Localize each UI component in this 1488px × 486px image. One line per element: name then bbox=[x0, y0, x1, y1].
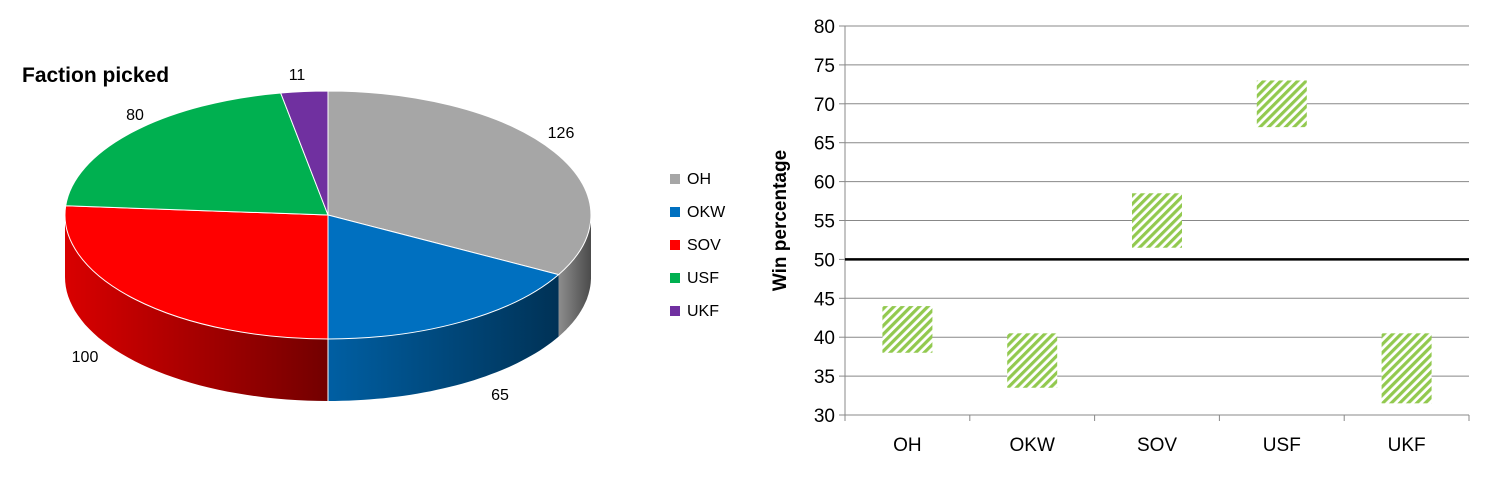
legend-swatch-okw bbox=[670, 207, 680, 217]
legend-label-ukf: UKF bbox=[687, 303, 719, 320]
y-tick-labels: 30 35 40 45 50 55 60 65 70 75 80 bbox=[814, 17, 835, 427]
pie-side-sov bbox=[65, 215, 328, 401]
pie-top-layer bbox=[64, 90, 592, 340]
y-tick-label: 35 bbox=[814, 367, 835, 388]
pie-depth-layer bbox=[65, 215, 591, 401]
y-tick-label: 60 bbox=[814, 173, 835, 194]
pie-chart-panel: Faction picked 126 65 100 80 11 OH OKW SOV USF U… bbox=[0, 0, 730, 481]
x-tick-labels: OH OKW SOV USF UKF bbox=[893, 435, 1425, 456]
legend-swatch-ukf bbox=[670, 306, 680, 316]
legend-swatch-oh bbox=[670, 174, 680, 184]
win-range-bar-sov bbox=[1132, 193, 1182, 248]
legend-label-oh: OH bbox=[687, 171, 711, 188]
pie-slice-ukf bbox=[279, 90, 329, 216]
win-percentage-chart-panel: 30 35 40 45 50 55 60 65 70 75 80 OH OKW SOV USF UKF Wi… bbox=[740, 0, 1488, 481]
x-tick-label-usf: USF bbox=[1263, 435, 1301, 456]
y-tick-label: 80 bbox=[814, 17, 835, 38]
y-tick-label: 55 bbox=[814, 212, 835, 233]
win-range-bar-oh bbox=[882, 306, 933, 353]
pie-title: Faction picked bbox=[22, 64, 169, 87]
legend-swatch-usf bbox=[670, 273, 680, 283]
y-tick-label: 50 bbox=[814, 250, 835, 271]
pie-chart: Faction picked 126 65 100 80 11 OH OKW SOV USF U… bbox=[22, 64, 726, 404]
pie-label-usf: 80 bbox=[126, 107, 144, 124]
pie-side-okw bbox=[328, 274, 559, 401]
y-axis-label: Win percentage bbox=[770, 150, 791, 291]
pie-data-labels: 126 65 100 80 11 bbox=[72, 67, 575, 404]
pie-label-ukf: 11 bbox=[289, 67, 306, 84]
pie-side-oh bbox=[558, 215, 591, 337]
x-tick-label-sov: SOV bbox=[1137, 435, 1177, 456]
y-gridlines bbox=[845, 25, 1469, 377]
x-tick-label-ukf: UKF bbox=[1388, 435, 1426, 456]
x-tick-label-oh: OH bbox=[893, 435, 922, 456]
pie-slice-okw bbox=[327, 214, 560, 340]
y-tick-label: 30 bbox=[814, 406, 835, 427]
pie-slice-usf bbox=[65, 92, 329, 216]
win-range-bar-okw bbox=[1007, 333, 1058, 388]
win-range-bar-usf bbox=[1256, 80, 1307, 128]
legend-label-usf: USF bbox=[687, 270, 719, 287]
pie-label-sov: 100 bbox=[72, 349, 99, 366]
pie-label-oh: 126 bbox=[548, 125, 575, 142]
y-tick-label: 70 bbox=[814, 95, 835, 116]
pie-slice-oh bbox=[327, 90, 592, 276]
chart-axes bbox=[839, 25, 1470, 421]
x-tick-label-okw: OKW bbox=[1010, 435, 1055, 456]
legend-swatch-sov bbox=[670, 240, 680, 250]
win-range-bars bbox=[882, 80, 1432, 404]
pie-legend: OH OKW SOV USF UKF bbox=[670, 171, 726, 320]
legend-label-sov: SOV bbox=[687, 237, 721, 254]
y-tick-label: 40 bbox=[814, 328, 835, 349]
y-tick-label: 75 bbox=[814, 56, 835, 77]
pie-label-okw: 65 bbox=[491, 387, 509, 404]
legend-label-okw: OKW bbox=[687, 204, 726, 221]
y-tick-label: 65 bbox=[814, 134, 835, 155]
pie-slice-sov bbox=[64, 205, 329, 340]
y-tick-label: 45 bbox=[814, 289, 835, 310]
win-percentage-chart: 30 35 40 45 50 55 60 65 70 75 80 OH OKW SOV USF UKF Wi… bbox=[770, 17, 1470, 456]
win-range-bar-ukf bbox=[1381, 333, 1432, 404]
